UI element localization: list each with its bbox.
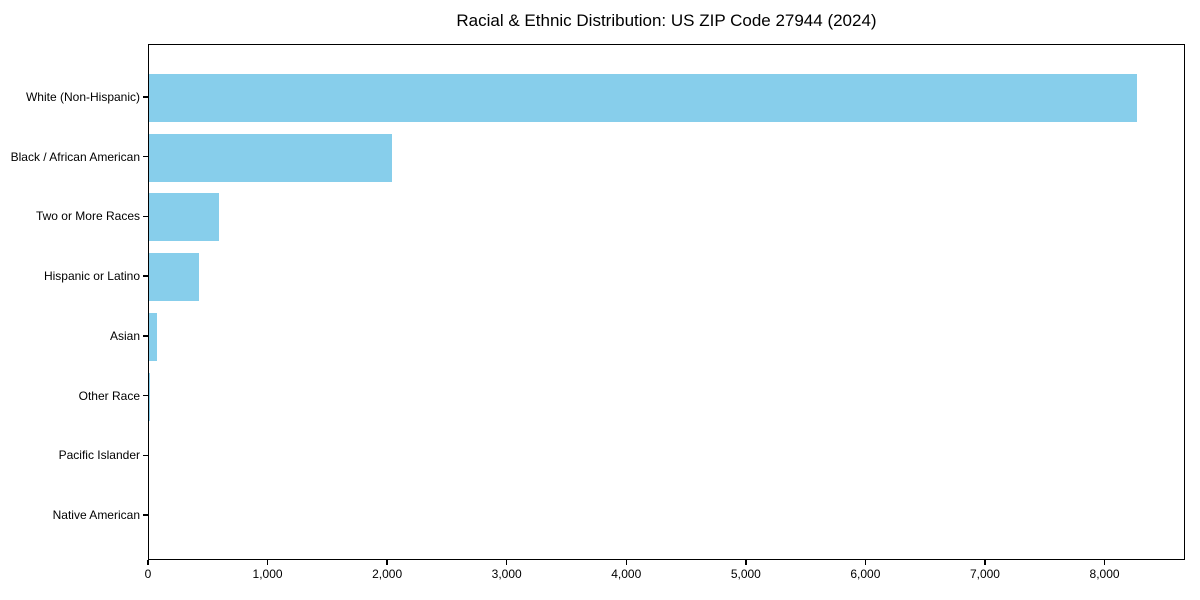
x-tick-mark	[147, 560, 149, 565]
x-tick-label-1000: 1,000	[252, 567, 283, 581]
y-tick-mark	[143, 215, 148, 218]
x-tick-mark	[625, 560, 628, 565]
y-tick-mark	[143, 155, 148, 158]
bar-hispanic-or-latino	[149, 253, 200, 302]
chart-title: Racial & Ethnic Distribution: US ZIP Cod…	[456, 11, 877, 30]
y-tick-label-native-american: Native American	[52, 507, 140, 522]
x-tick-mark	[745, 560, 747, 565]
x-tick-label-2000: 2,000	[372, 567, 403, 581]
x-tick-mark	[1103, 560, 1106, 565]
x-tick-mark	[386, 560, 388, 565]
plot-area	[148, 44, 1185, 560]
y-tick-label-two-or-more-races: Two or More Races	[35, 209, 140, 224]
x-tick-label-5000: 5,000	[730, 567, 761, 581]
x-tick-mark	[266, 560, 269, 565]
x-tick-label-7000: 7,000	[969, 567, 1000, 581]
y-tick-mark	[143, 514, 148, 516]
y-tick-mark	[143, 335, 148, 337]
x-tick-mark	[864, 560, 867, 565]
y-tick-label-white-non-hispanic: White (Non-Hispanic)	[25, 90, 140, 104]
x-tick-mark	[505, 560, 508, 565]
y-tick-mark	[143, 394, 148, 397]
x-tick-label-4000: 4,000	[611, 567, 642, 581]
bar-asian	[149, 312, 157, 361]
bar-white-non-hispanic	[149, 74, 1137, 122]
x-tick-label-0: 0	[144, 567, 152, 581]
y-tick-mark	[143, 96, 148, 98]
bar-black-african-american	[149, 133, 393, 182]
y-tick-mark	[143, 454, 148, 457]
x-tick-label-3000: 3,000	[491, 567, 522, 581]
y-tick-label-other-race: Other Race	[78, 388, 140, 403]
x-tick-label-6000: 6,000	[850, 567, 881, 581]
y-tick-label-hispanic-or-latino: Hispanic or Latino	[43, 269, 140, 284]
y-tick-label-asian: Asian	[109, 328, 140, 343]
x-tick-label-8000: 8,000	[1089, 567, 1120, 581]
y-tick-label-black-african-american: Black / African American	[10, 149, 140, 164]
bar-two-or-more-races	[149, 193, 219, 242]
y-tick-mark	[143, 275, 148, 277]
bar-other-race	[149, 372, 150, 421]
y-tick-label-pacific-islander: Pacific Islander	[58, 448, 140, 463]
x-tick-mark	[984, 560, 986, 565]
